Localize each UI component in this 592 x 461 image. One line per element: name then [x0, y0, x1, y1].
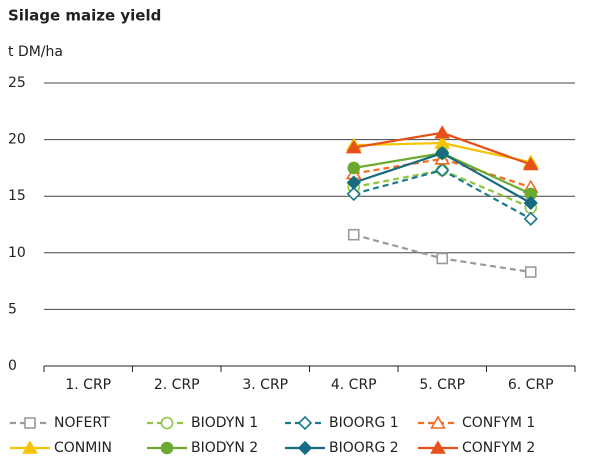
legend-item: BIODYN 2	[147, 440, 258, 456]
series	[345, 125, 539, 171]
marker	[435, 163, 450, 178]
y-tick-label: 15	[8, 188, 26, 204]
legend-label: BIOORG 1	[329, 415, 399, 431]
marker	[430, 415, 446, 429]
marker	[430, 440, 446, 454]
chart-title: Silage maize yield	[8, 7, 161, 25]
marker	[435, 146, 450, 161]
y-axis-label: t DM/ha	[8, 44, 63, 60]
marker	[24, 417, 36, 429]
marker	[22, 440, 38, 454]
marker	[345, 139, 362, 154]
marker	[346, 186, 361, 202]
marker	[347, 161, 361, 175]
marker	[523, 211, 538, 226]
x-tick-label: 5. CRP	[419, 377, 465, 393]
x-tick-label: 3. CRP	[242, 377, 288, 393]
legend-item: CONFYM 2	[418, 440, 535, 456]
legend-item: CONMIN	[10, 440, 112, 456]
legend-item: CONFYM 1	[418, 415, 535, 431]
marker	[436, 252, 449, 265]
legend-label: BIODYN 2	[191, 440, 258, 456]
series-line	[353, 157, 532, 189]
y-tick-label: 20	[8, 132, 26, 148]
y-tick-label: 25	[8, 75, 26, 91]
marker	[434, 125, 451, 139]
series-line	[353, 168, 532, 220]
marker	[524, 266, 537, 278]
marker	[160, 416, 174, 430]
x-tick-label: 1. CRP	[65, 377, 111, 393]
y-tick-label: 5	[8, 301, 17, 317]
series	[346, 163, 538, 226]
y-tick-label: 10	[8, 245, 26, 261]
marker	[347, 228, 360, 241]
marker	[160, 441, 174, 455]
marker	[523, 195, 538, 211]
x-tick-label: 4. CRP	[331, 377, 377, 393]
legend-label: BIODYN 1	[191, 415, 258, 431]
marker	[297, 440, 313, 456]
legend-item: BIOORG 2	[285, 440, 399, 456]
legend-item: NOFERT	[10, 415, 110, 431]
legend-item: BIODYN 1	[147, 415, 258, 431]
series	[346, 146, 538, 211]
legend-label: CONMIN	[54, 440, 112, 456]
x-tick-label: 6. CRP	[508, 377, 554, 393]
legend-label: NOFERT	[54, 415, 110, 431]
series	[347, 228, 537, 278]
marker	[522, 156, 539, 171]
legend-label: CONFYM 1	[462, 415, 535, 431]
legend-item: BIOORG 1	[285, 415, 399, 431]
legend-label: BIOORG 2	[329, 440, 399, 456]
legend-label: CONFYM 2	[462, 440, 535, 456]
marker	[297, 415, 313, 431]
y-tick-label: 0	[8, 358, 17, 374]
x-tick-label: 2. CRP	[154, 377, 200, 393]
marker	[346, 175, 361, 190]
